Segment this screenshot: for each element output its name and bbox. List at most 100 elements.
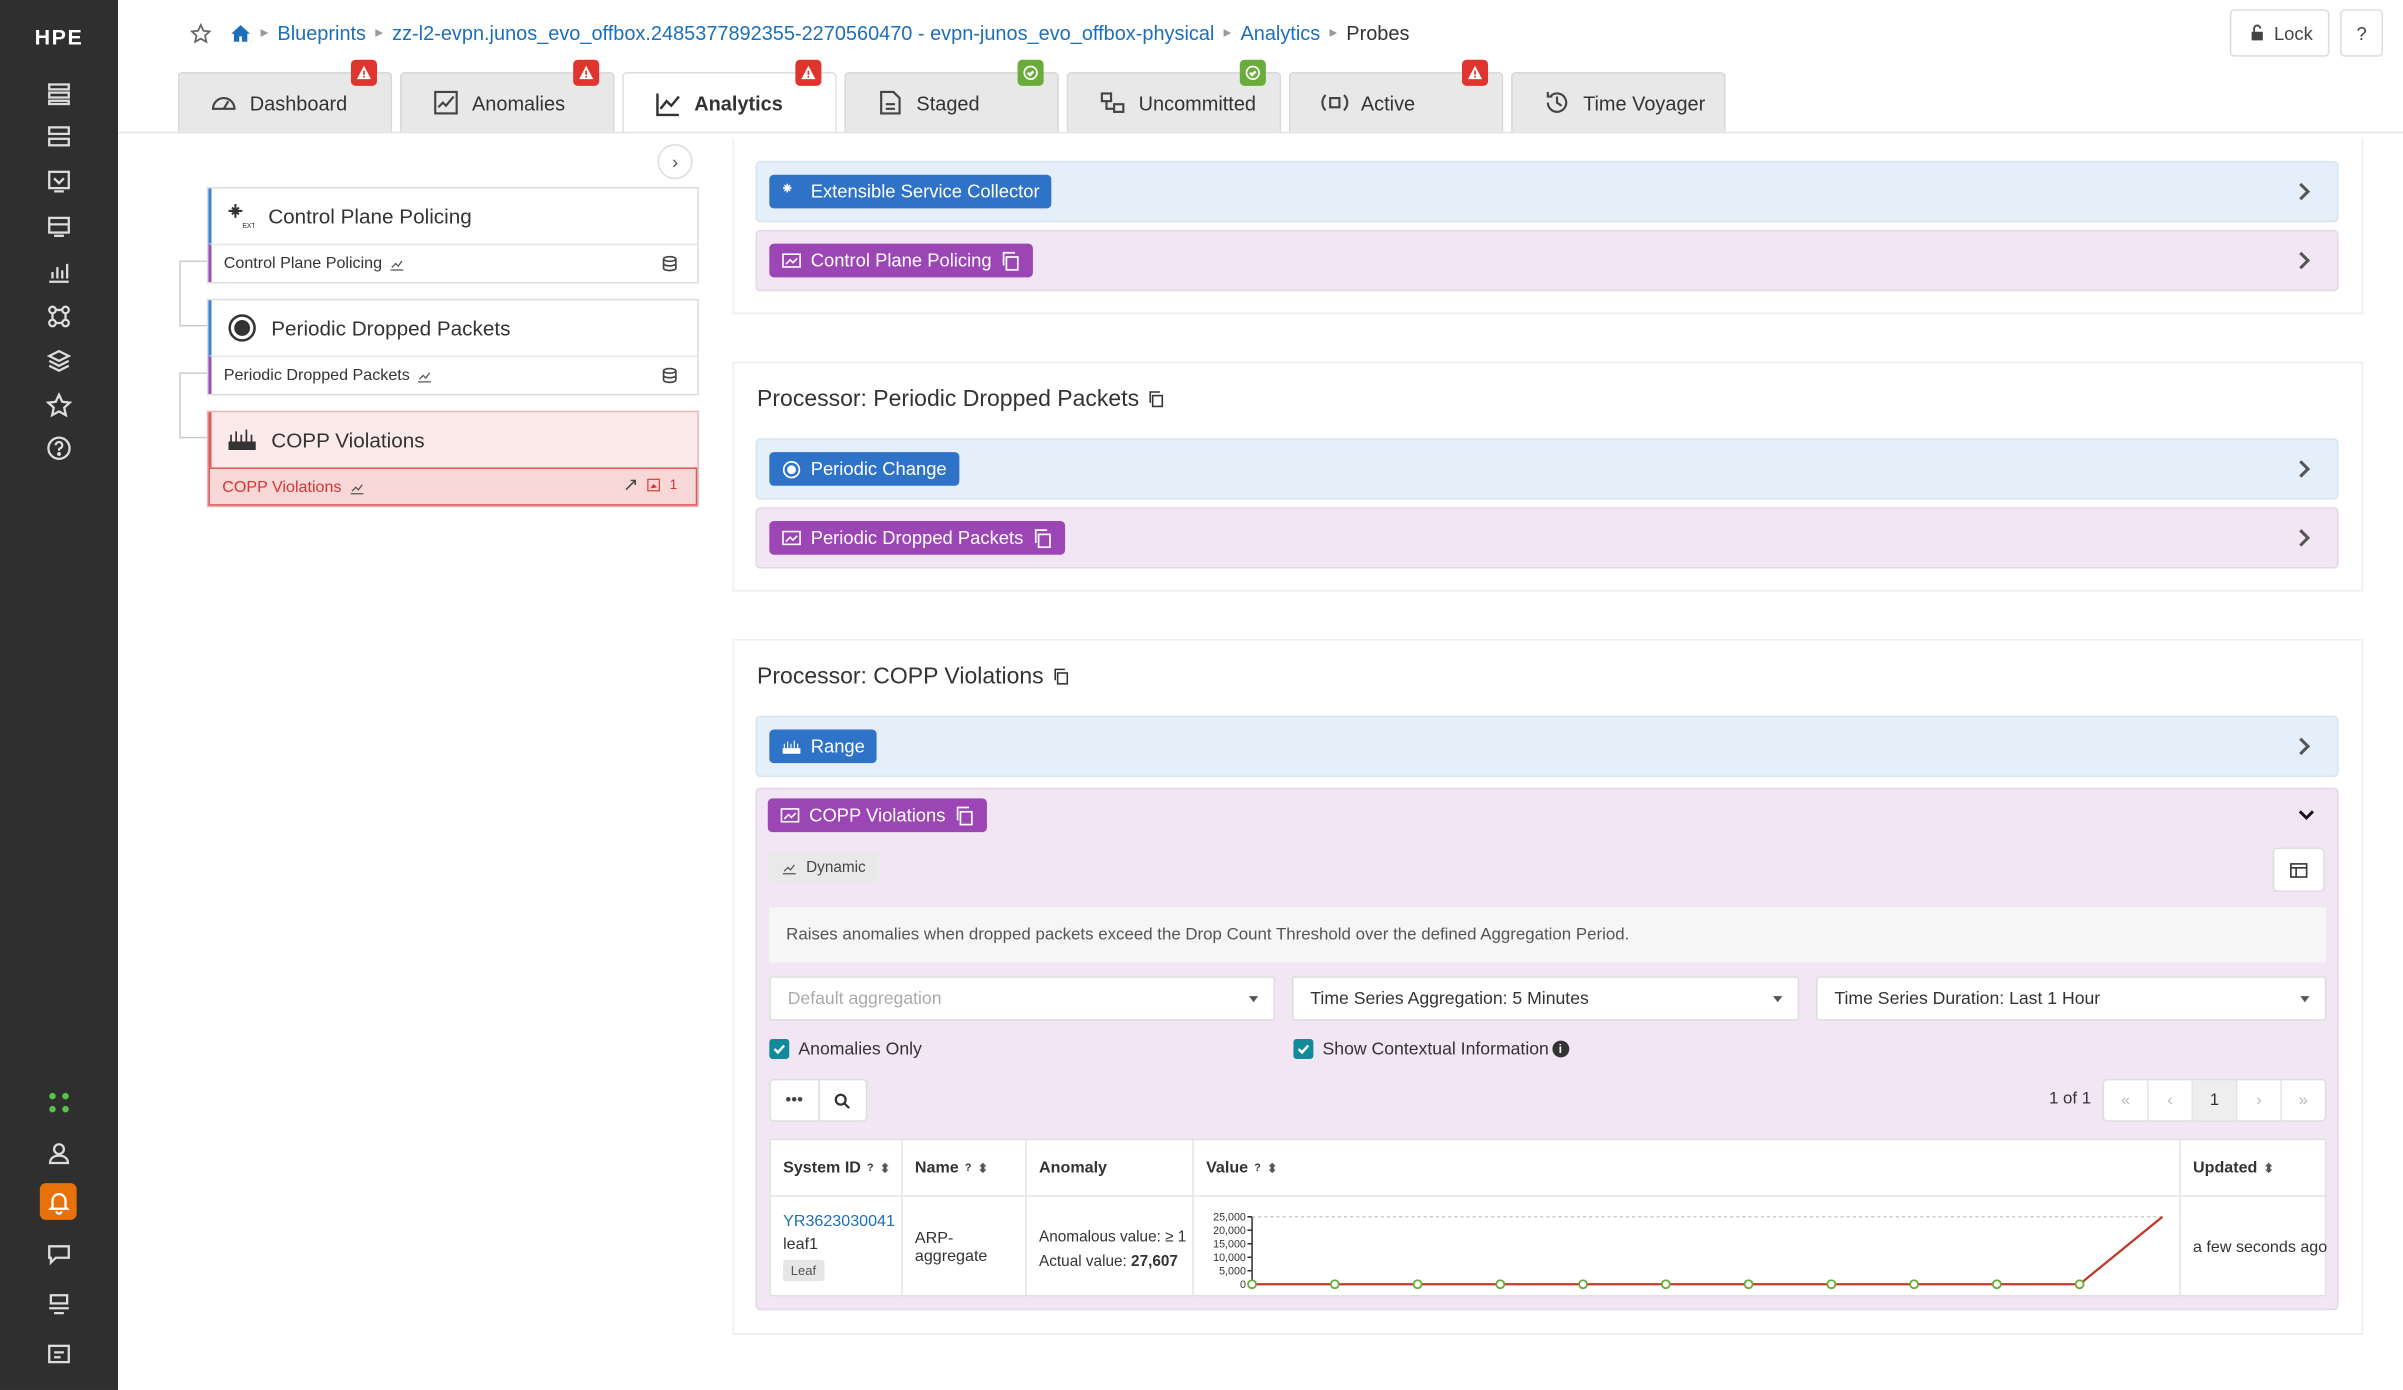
chevron-right-icon xyxy=(2299,737,2311,756)
header-label: Anomaly xyxy=(1039,1158,1107,1177)
caret-down-icon xyxy=(2300,996,2310,1003)
server-icon[interactable] xyxy=(41,1286,75,1320)
devices-nav-icon[interactable] xyxy=(41,120,75,154)
blueprints-nav-icon[interactable] xyxy=(41,77,75,111)
tab-active[interactable]: Active xyxy=(1288,59,1504,132)
data-point xyxy=(1660,1279,1671,1290)
chevron-right-icon xyxy=(2299,251,2311,270)
system-id-link[interactable]: YR3623030041 xyxy=(783,1212,895,1231)
breadcrumb-blueprint-name[interactable]: zz-l2-evpn.junos_evo_offbox.248537789235… xyxy=(392,21,1215,45)
processor-type-pill: Periodic Change xyxy=(769,452,959,486)
column-header-system-id[interactable]: System ID? ⬍ xyxy=(771,1140,903,1196)
first-page-icon[interactable]: « xyxy=(2104,1080,2149,1121)
show-context-checkbox[interactable]: Show Contextual Information i xyxy=(1293,1039,1569,1059)
tree-node-output-label: Periodic Dropped Packets xyxy=(223,366,410,385)
tab-staged[interactable]: Staged xyxy=(844,59,1059,132)
column-header-value[interactable]: Value? ⬍ xyxy=(1194,1140,2181,1196)
apps-grid-icon[interactable] xyxy=(41,1085,75,1119)
tree-node-output[interactable]: Control Plane Policing xyxy=(208,243,698,282)
help-icon[interactable]: ? xyxy=(964,1162,972,1174)
report-icon[interactable] xyxy=(41,1336,75,1370)
ts-duration-select[interactable]: Time Series Duration: Last 1 Hour xyxy=(1816,976,2327,1021)
checkbox-checked-icon xyxy=(1293,1039,1314,1059)
user-icon[interactable] xyxy=(41,1136,75,1170)
stage-header-copp-violations[interactable]: COPP Violations xyxy=(767,798,987,833)
chart-icon xyxy=(418,372,432,383)
copy-icon[interactable] xyxy=(1053,668,1070,685)
sort-icon[interactable]: ⬍ xyxy=(1266,1160,1278,1175)
y-tick-label: 10,000 xyxy=(1213,1252,1246,1264)
resources-nav-icon[interactable] xyxy=(41,208,75,242)
lock-button[interactable]: Lock xyxy=(2229,9,2330,57)
last-page-icon[interactable]: » xyxy=(2298,1091,2309,1110)
tab-dashboard[interactable]: Dashboard xyxy=(177,59,393,132)
y-tick-label: 20,000 xyxy=(1213,1225,1246,1237)
cell-name: ARP-aggregate xyxy=(902,1195,1027,1297)
alert-icon xyxy=(1462,59,1489,86)
chat-icon[interactable] xyxy=(41,1235,75,1269)
header-label: Updated xyxy=(2193,1158,2258,1177)
chart-icon xyxy=(391,260,404,271)
tab-label: Staged xyxy=(916,91,980,115)
tree-node-copp-violations[interactable]: COPP Violations COPP Violations 1 xyxy=(206,410,699,508)
tab-time-voyager[interactable]: Time Voyager xyxy=(1511,72,1726,132)
updated-value: a few seconds ago xyxy=(2193,1237,2328,1256)
gauge-icon xyxy=(211,97,236,110)
sort-icon[interactable]: ⬍ xyxy=(879,1160,891,1175)
tree-node-periodic-dropped-packets[interactable]: Periodic Dropped Packets Periodic Droppe… xyxy=(206,298,699,396)
tree-node-output[interactable]: Periodic Dropped Packets xyxy=(208,355,698,394)
home-icon[interactable] xyxy=(230,22,251,43)
search-icon[interactable] xyxy=(819,1080,866,1120)
copy-icon[interactable] xyxy=(1033,528,1053,548)
table-settings-button[interactable] xyxy=(2272,847,2325,892)
breadcrumb-blueprints[interactable]: Blueprints xyxy=(277,21,367,45)
layers-nav-icon[interactable] xyxy=(41,343,75,377)
ts-aggregation-select[interactable]: Time Series Aggregation: 5 Minutes xyxy=(1291,976,1800,1021)
stage-row-range[interactable]: Range xyxy=(755,715,2339,777)
tab-uncommitted[interactable]: Uncommitted xyxy=(1066,59,1282,132)
column-header-name[interactable]: Name? ⬍ xyxy=(903,1140,1027,1196)
favorites-nav-icon[interactable] xyxy=(41,388,75,422)
page-button[interactable]: 1 xyxy=(2193,1080,2238,1121)
design-nav-icon[interactable] xyxy=(41,164,75,198)
copy-icon[interactable] xyxy=(955,805,975,825)
fabric-nav-icon[interactable] xyxy=(41,299,75,333)
column-header-updated[interactable]: Updated ⬍ xyxy=(2181,1140,2328,1195)
analytics-nav-icon[interactable] xyxy=(41,254,75,288)
column-header-anomaly: Anomaly xyxy=(1027,1140,1194,1196)
sort-icon[interactable]: ⬍ xyxy=(2263,1160,2274,1175)
next-page-icon[interactable]: › xyxy=(2237,1080,2282,1121)
stage-pill: COPP Violations xyxy=(767,798,987,833)
tab-anomalies[interactable]: Anomalies xyxy=(399,59,615,132)
tree-node-output[interactable]: COPP Violations 1 xyxy=(208,467,698,506)
copy-icon[interactable] xyxy=(1001,251,1021,271)
more-options-icon[interactable]: ••• xyxy=(771,1080,820,1121)
aggregation-select[interactable]: Default aggregation xyxy=(769,976,1276,1021)
copy-icon[interactable] xyxy=(1148,391,1165,408)
notifications-bell-icon[interactable] xyxy=(39,1183,77,1220)
help-icon[interactable]: ? xyxy=(1254,1162,1261,1174)
help-icon[interactable]: ? xyxy=(867,1162,874,1174)
tree-node-control-plane-policing[interactable]: EXT Control Plane Policing Control Plane… xyxy=(206,186,699,284)
prev-page-icon[interactable]: ‹ xyxy=(2149,1080,2194,1121)
chevron-down-icon[interactable] xyxy=(2297,806,2315,824)
tree-node-title: Periodic Dropped Packets xyxy=(271,316,511,340)
info-icon[interactable]: i xyxy=(1551,1040,1569,1058)
help-button[interactable]: ? xyxy=(2340,9,2384,57)
collapse-tree-button[interactable]: › xyxy=(657,144,693,180)
breadcrumb-analytics[interactable]: Analytics xyxy=(1240,21,1321,45)
tab-analytics[interactable]: Analytics xyxy=(622,59,837,134)
stage-row-extensible-service-collector[interactable]: Extensible Service Collector xyxy=(755,160,2339,223)
anomalies-only-checkbox[interactable]: Anomalies Only xyxy=(769,1039,922,1059)
check-icon xyxy=(1239,59,1266,86)
main-area: ▸ Blueprints ▸ zz-l2-evpn.junos_evo_offb… xyxy=(118,0,2403,1390)
stage-row-control-plane-policing[interactable]: Control Plane Policing xyxy=(755,229,2339,292)
help-nav-icon[interactable] xyxy=(41,431,75,465)
stage-row-periodic-change[interactable]: Periodic Change xyxy=(755,438,2339,500)
star-icon[interactable] xyxy=(190,22,212,43)
sort-icon[interactable]: ⬍ xyxy=(977,1160,988,1175)
ts-aggregation-value: Time Series Aggregation: 5 Minutes xyxy=(1310,989,1589,1008)
stage-row-periodic-dropped-packets[interactable]: Periodic Dropped Packets xyxy=(755,507,2339,569)
tab-label: Analytics xyxy=(694,91,783,115)
data-point xyxy=(2074,1279,2085,1290)
